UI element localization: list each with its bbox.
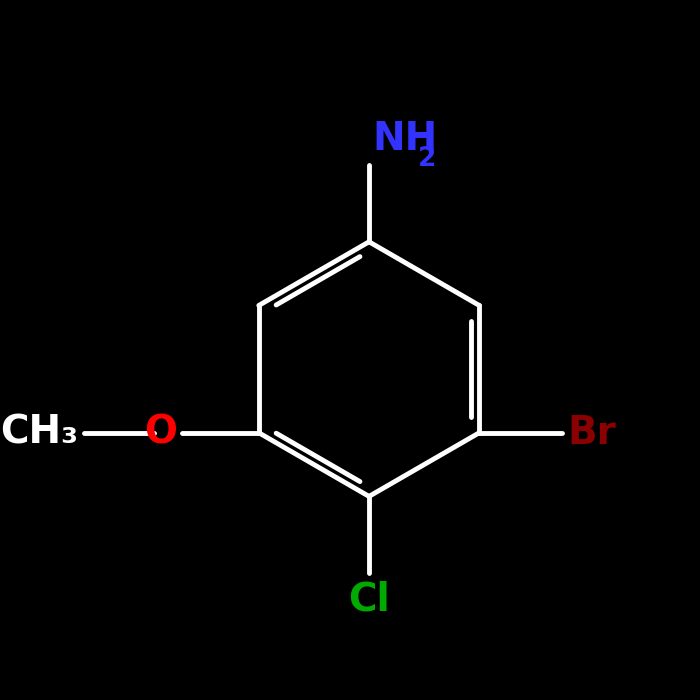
Text: NH: NH (372, 120, 438, 158)
Text: Cl: Cl (348, 580, 390, 618)
Text: Br: Br (567, 414, 616, 452)
Text: O: O (144, 414, 177, 452)
Text: 2: 2 (418, 146, 436, 172)
Text: CH₃: CH₃ (1, 414, 78, 452)
